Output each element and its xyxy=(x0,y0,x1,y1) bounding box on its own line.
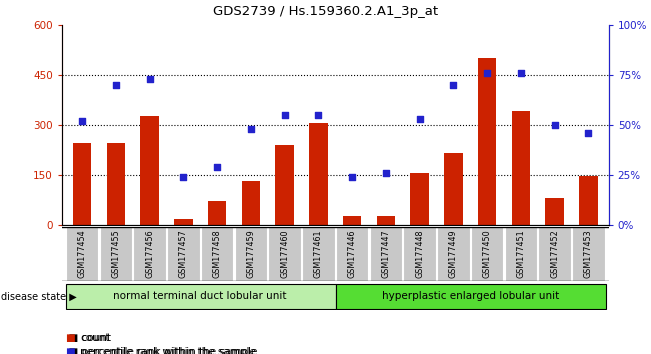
Bar xyxy=(410,173,429,225)
Bar xyxy=(100,227,132,281)
Bar xyxy=(336,284,605,309)
Bar xyxy=(538,227,571,281)
Point xyxy=(549,122,560,128)
Point xyxy=(482,70,492,76)
Bar xyxy=(505,227,537,281)
Point xyxy=(145,76,155,82)
Bar xyxy=(302,227,335,281)
Bar xyxy=(66,284,336,309)
Bar xyxy=(309,123,327,225)
Text: GSM177454: GSM177454 xyxy=(77,229,87,278)
Bar xyxy=(234,227,267,281)
Bar xyxy=(167,227,200,281)
Point xyxy=(245,126,256,132)
Point xyxy=(212,164,223,170)
Point xyxy=(381,170,391,176)
Text: ■: ■ xyxy=(65,333,75,343)
Bar xyxy=(268,227,301,281)
Point xyxy=(279,112,290,118)
Bar xyxy=(546,198,564,225)
Text: GSM177459: GSM177459 xyxy=(246,229,255,278)
Text: percentile rank within the sample: percentile rank within the sample xyxy=(80,347,256,354)
Bar xyxy=(242,182,260,225)
Bar xyxy=(377,216,395,225)
Text: GSM177461: GSM177461 xyxy=(314,229,323,278)
Text: hyperplastic enlarged lobular unit: hyperplastic enlarged lobular unit xyxy=(381,291,559,302)
Point xyxy=(178,174,189,179)
Bar xyxy=(336,227,368,281)
Point xyxy=(516,70,526,76)
Point xyxy=(77,118,87,124)
Text: GSM177448: GSM177448 xyxy=(415,229,424,278)
Text: GSM177456: GSM177456 xyxy=(145,229,154,278)
Bar xyxy=(512,112,530,225)
Bar xyxy=(370,227,402,281)
Text: GSM177452: GSM177452 xyxy=(550,229,559,278)
Bar xyxy=(343,216,361,225)
Bar xyxy=(471,227,503,281)
Text: ■ count: ■ count xyxy=(62,333,111,343)
Bar xyxy=(107,143,125,225)
Point xyxy=(448,82,458,88)
Text: ■: ■ xyxy=(65,347,75,354)
Text: GSM177457: GSM177457 xyxy=(179,229,188,278)
Bar xyxy=(73,143,91,225)
Text: GSM177446: GSM177446 xyxy=(348,229,357,278)
Point xyxy=(347,174,357,179)
Bar xyxy=(404,227,436,281)
Bar xyxy=(579,176,598,225)
Point xyxy=(583,130,594,136)
Bar xyxy=(66,227,98,281)
Bar xyxy=(201,227,233,281)
Bar xyxy=(478,58,497,225)
Text: count: count xyxy=(80,333,109,343)
Bar xyxy=(141,116,159,225)
Point xyxy=(415,116,425,122)
Text: GSM177450: GSM177450 xyxy=(482,229,492,278)
Text: GSM177453: GSM177453 xyxy=(584,229,593,278)
Bar xyxy=(174,219,193,225)
Point xyxy=(111,82,121,88)
Text: ■ percentile rank within the sample: ■ percentile rank within the sample xyxy=(62,347,257,354)
Text: GSM177449: GSM177449 xyxy=(449,229,458,278)
Bar xyxy=(133,227,166,281)
Text: GDS2739 / Hs.159360.2.A1_3p_at: GDS2739 / Hs.159360.2.A1_3p_at xyxy=(213,5,438,18)
Point xyxy=(313,112,324,118)
Text: GSM177458: GSM177458 xyxy=(213,229,221,278)
Bar xyxy=(572,227,605,281)
Text: GSM177447: GSM177447 xyxy=(381,229,391,278)
Bar xyxy=(208,201,227,225)
Text: GSM177451: GSM177451 xyxy=(516,229,525,278)
Bar xyxy=(444,153,463,225)
Text: disease state ▶: disease state ▶ xyxy=(1,291,77,302)
Text: normal terminal duct lobular unit: normal terminal duct lobular unit xyxy=(113,291,287,302)
Bar xyxy=(275,145,294,225)
Text: GSM177460: GSM177460 xyxy=(280,229,289,278)
Bar xyxy=(437,227,469,281)
Text: GSM177455: GSM177455 xyxy=(111,229,120,278)
